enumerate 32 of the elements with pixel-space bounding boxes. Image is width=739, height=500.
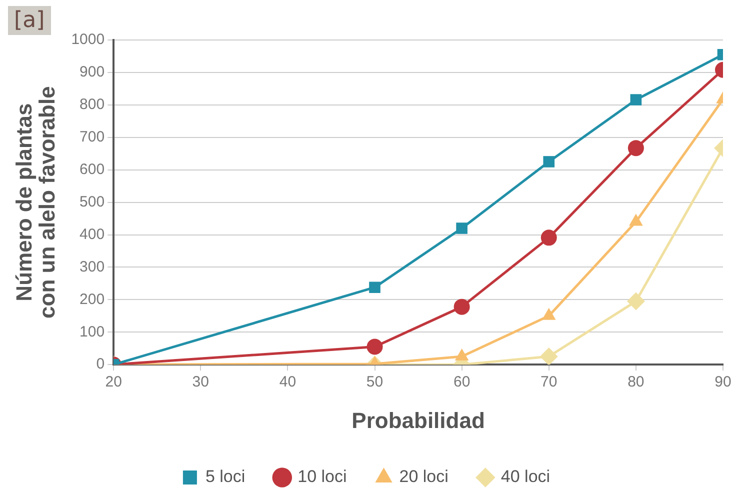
y-tick-label: 400 — [80, 226, 105, 243]
y-tick-label: 0 — [96, 356, 105, 373]
point — [456, 222, 468, 234]
x-tick-label: 80 — [628, 374, 644, 391]
legend-label: 5 loci — [205, 467, 246, 486]
point — [542, 308, 556, 320]
x-tick-label: 20 — [105, 374, 122, 391]
x-axis-title: Probabilidad — [352, 408, 485, 433]
y-tick-label: 1000 — [71, 31, 105, 48]
x-tick-label: 90 — [714, 374, 732, 391]
legend-label: 10 loci — [298, 467, 347, 486]
y-tick-label: 100 — [80, 323, 105, 340]
point — [629, 214, 643, 226]
x-tick-label: 70 — [540, 374, 558, 391]
x-tick-label: 60 — [453, 374, 470, 391]
legend-label: 20 loci — [399, 467, 448, 486]
x-tick-label: 30 — [192, 374, 209, 391]
x-tick-label: 50 — [366, 374, 384, 391]
point — [543, 156, 555, 168]
text: [a] — [8, 6, 51, 35]
y-tick-label: 800 — [80, 96, 105, 114]
y-tick-label: 600 — [80, 160, 105, 178]
y-tick-label: 500 — [80, 193, 105, 210]
y-tick-label: 200 — [80, 290, 105, 308]
legend-label: 40 loci — [500, 467, 550, 486]
point — [630, 94, 642, 106]
y-tick-label: 300 — [80, 258, 105, 276]
x-tick-label: 40 — [279, 374, 296, 391]
y-tick-label: 900 — [80, 64, 105, 81]
point — [454, 348, 469, 360]
y-axis-title: Número de plantas con un alelo favorable — [12, 86, 60, 318]
y-tick-label: 700 — [80, 128, 105, 146]
